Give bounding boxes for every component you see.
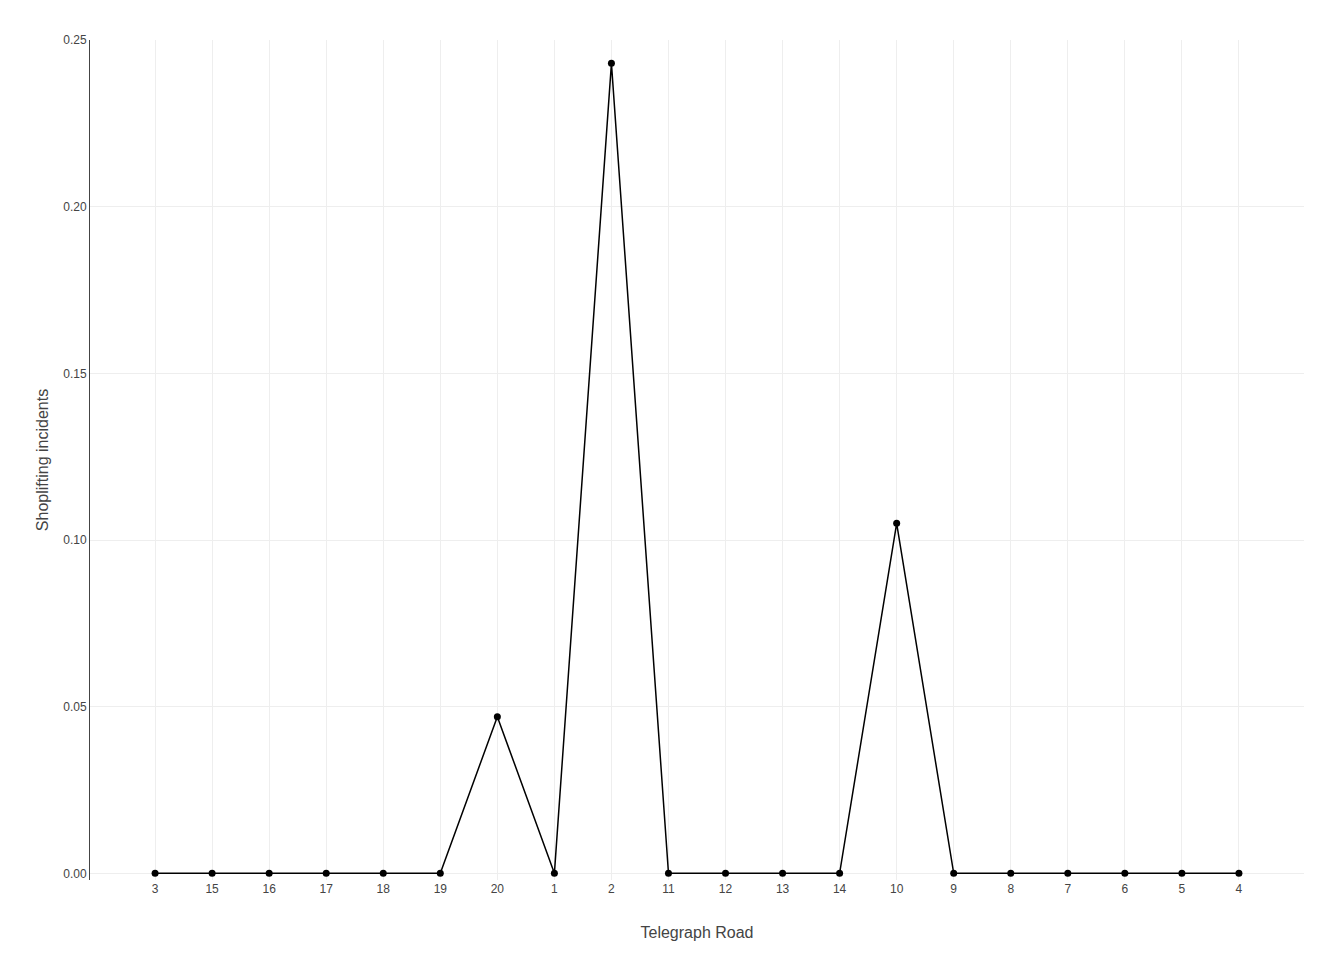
svg-text:8: 8: [1007, 882, 1014, 896]
svg-text:10: 10: [890, 882, 904, 896]
svg-text:0.15: 0.15: [63, 367, 87, 381]
svg-text:2: 2: [608, 882, 615, 896]
svg-text:18: 18: [377, 882, 391, 896]
svg-text:0.05: 0.05: [63, 700, 87, 714]
svg-text:13: 13: [776, 882, 790, 896]
svg-text:5: 5: [1179, 882, 1186, 896]
svg-text:19: 19: [434, 882, 448, 896]
svg-text:Telegraph Road: Telegraph Road: [641, 924, 754, 941]
svg-text:4: 4: [1236, 882, 1243, 896]
svg-text:16: 16: [262, 882, 276, 896]
svg-text:1: 1: [551, 882, 558, 896]
svg-text:6: 6: [1121, 882, 1128, 896]
svg-text:Shoplifting incidents: Shoplifting incidents: [34, 389, 51, 531]
svg-text:11: 11: [662, 882, 675, 896]
svg-text:0.20: 0.20: [63, 200, 87, 214]
svg-text:0.00: 0.00: [63, 867, 87, 881]
svg-text:9: 9: [950, 882, 957, 896]
svg-text:17: 17: [320, 882, 334, 896]
svg-text:12: 12: [719, 882, 733, 896]
svg-text:3: 3: [152, 882, 159, 896]
svg-text:20: 20: [491, 882, 505, 896]
svg-text:15: 15: [205, 882, 219, 896]
svg-text:0.25: 0.25: [63, 33, 87, 47]
svg-text:7: 7: [1064, 882, 1071, 896]
svg-text:0.10: 0.10: [63, 533, 87, 547]
svg-text:14: 14: [833, 882, 847, 896]
